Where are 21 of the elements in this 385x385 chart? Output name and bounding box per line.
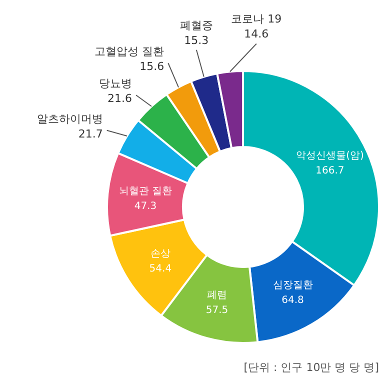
data-label: 47.3 [134, 200, 157, 212]
slice-label: 당뇨병 [99, 77, 132, 90]
slice-label: 알츠하이머병 [36, 112, 103, 126]
slice-label: 폐혈증 [180, 18, 213, 32]
slice-label: 코로나 19 [231, 12, 282, 26]
data-label: 14.6 [244, 28, 269, 41]
data-label: 15.3 [184, 34, 209, 47]
data-label: 57.5 [206, 304, 228, 316]
data-label: 166.7 [316, 165, 344, 176]
slice-label: 폐렴 [206, 290, 227, 301]
slice-label: 뇌혈관 질환 [118, 186, 172, 197]
slice-label: 악성신생물(암) [296, 150, 364, 162]
data-label: 54.4 [149, 263, 172, 274]
slice-label: 고혈압성 질환 [94, 45, 164, 58]
data-label: 15.6 [140, 60, 164, 74]
data-label: 64.8 [282, 294, 304, 306]
slice-label: 손상 [150, 248, 170, 260]
data-label: 21.6 [108, 92, 132, 106]
slice-label: 심장질환 [272, 280, 313, 291]
text: [단위 : 인구 10만 명 당 명] [244, 361, 379, 374]
data-label: 21.7 [78, 127, 103, 140]
